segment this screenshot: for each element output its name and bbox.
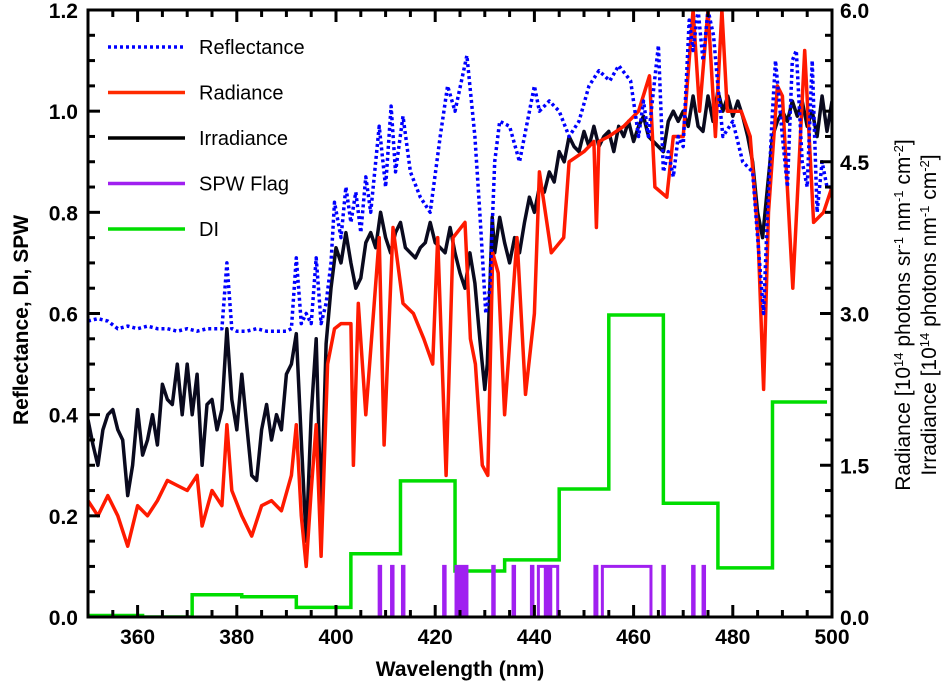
legend-label-radiance: Radiance — [199, 83, 284, 105]
legend-label-spw-flag: SPW Flag — [199, 174, 289, 196]
y-tick-label: 0.0 — [49, 607, 78, 630]
superscript: 14 — [891, 353, 906, 367]
x-tick-label: 360 — [120, 626, 155, 649]
di-step-line — [88, 313, 828, 617]
y-tick-label: 0.4 — [49, 405, 79, 428]
y2-axis-title-irradiance: Irradiance [1014 photons nm-1 cm-2] — [917, 154, 942, 475]
title-text: photons nm — [918, 217, 941, 333]
spw-flag-interval — [602, 566, 651, 617]
y-tick-label: 1.2 — [49, 0, 78, 23]
y-tick-label: 0.8 — [49, 202, 79, 225]
x-axis-title: Wavelength (nm) — [376, 658, 544, 681]
series-layer — [88, 10, 832, 617]
x-tick-label: 500 — [814, 626, 849, 649]
title-text: nm — [892, 202, 915, 237]
title-text: photons sr — [892, 249, 915, 353]
y2-tick-label: 6.0 — [840, 0, 869, 23]
y-tick-label: 0.6 — [49, 304, 78, 327]
irradiance-line — [88, 89, 832, 543]
y-axis-title: Reflectance, DI, SPW — [10, 215, 33, 425]
y2-tick-label: 4.5 — [840, 152, 870, 175]
superscript: -1 — [891, 237, 906, 249]
legend: Reflectance Radiance Irradiance SPW Flag DI — [108, 37, 305, 241]
y-tick-label: 1.0 — [49, 101, 78, 124]
radiance-line — [88, 10, 832, 569]
y2-tick-label: 1.5 — [840, 455, 870, 478]
x-tick-label: 460 — [616, 626, 651, 649]
superscript: -2 — [917, 160, 932, 172]
title-text: Irradiance [10 — [918, 347, 941, 475]
x-tick-label: 400 — [318, 626, 353, 649]
reflectance-line — [88, 10, 832, 333]
spw-flag-line — [88, 564, 828, 617]
title-text: ] — [918, 154, 941, 160]
title-text: ] — [892, 139, 915, 145]
title-text: cm — [892, 157, 915, 191]
y2-axis-title-radiance: Radiance [1014 photons sr-1 nm-1 cm-2] — [891, 139, 916, 491]
x-tick-label: 480 — [715, 626, 750, 649]
y2-tick-label: 3.0 — [840, 304, 869, 327]
y2-tick-label: 0.0 — [840, 607, 869, 630]
x-tick-label: 380 — [219, 626, 254, 649]
x-tick-label: 420 — [418, 626, 453, 649]
title-text: Radiance [10 — [892, 367, 915, 491]
legend-label-reflectance: Reflectance — [199, 37, 305, 59]
ticks-layer: 360 380 400 420 440 460 480 5000.00.20.40.60.81… — [49, 0, 870, 649]
x-tick-label: 440 — [517, 626, 552, 649]
superscript: -2 — [891, 145, 906, 157]
y-tick-label: 0.2 — [49, 506, 78, 529]
superscript: -1 — [917, 206, 932, 218]
title-text: cm — [918, 172, 941, 206]
superscript: 14 — [917, 333, 932, 347]
legend-label-di: DI — [199, 219, 219, 241]
superscript: -1 — [891, 190, 906, 202]
legend-label-irradiance: Irradiance — [199, 128, 288, 150]
